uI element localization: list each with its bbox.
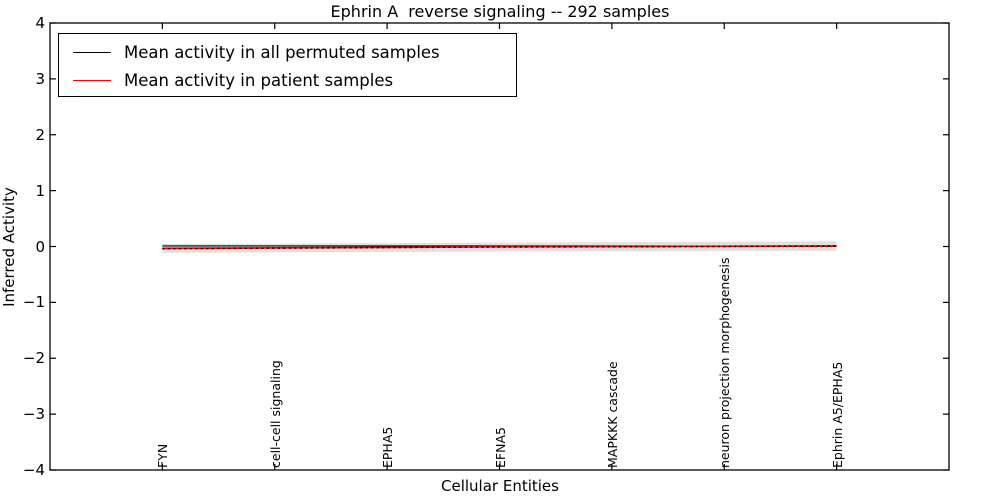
y-tick-label: 0 <box>35 237 45 256</box>
legend-line-swatch <box>73 51 111 53</box>
legend-item: Mean activity in patient samples <box>59 66 516 94</box>
legend-item: Mean activity in all permuted samples <box>59 38 516 66</box>
x-tick-label: Ephrin A5/EPHA5 <box>829 361 845 468</box>
legend-label: Mean activity in patient samples <box>124 70 394 90</box>
x-tick-label: neuron projection morphogenesis <box>717 257 733 468</box>
chart-title: Ephrin A reverse signaling -- 292 sample… <box>330 2 670 21</box>
legend-line-swatch <box>73 79 111 81</box>
x-tick-label: FYN <box>155 443 171 468</box>
dotted-line <box>162 245 837 250</box>
y-tick-label: −3 <box>22 405 45 424</box>
y-tick-label: −2 <box>22 349 45 368</box>
x-tick-label: cell-cell signaling <box>267 360 283 468</box>
y-tick-label: −1 <box>22 293 45 312</box>
y-tick-label: 3 <box>35 69 45 88</box>
legend-label: Mean activity in all permuted samples <box>124 42 440 62</box>
x-tick-label: EPHA5 <box>380 426 396 468</box>
y-tick-label: 2 <box>35 125 45 144</box>
x-tick-label: EFNA5 <box>492 427 508 468</box>
x-tick-label: MAPKKK cascade <box>604 361 620 468</box>
y-tick-label: −4 <box>22 461 45 479</box>
y-tick-label: 1 <box>35 181 45 200</box>
y-tick-label: 4 <box>35 14 45 32</box>
x-axis-label: Cellular Entities <box>441 477 559 495</box>
legend: Mean activity in all permuted samples Mea… <box>58 33 517 97</box>
